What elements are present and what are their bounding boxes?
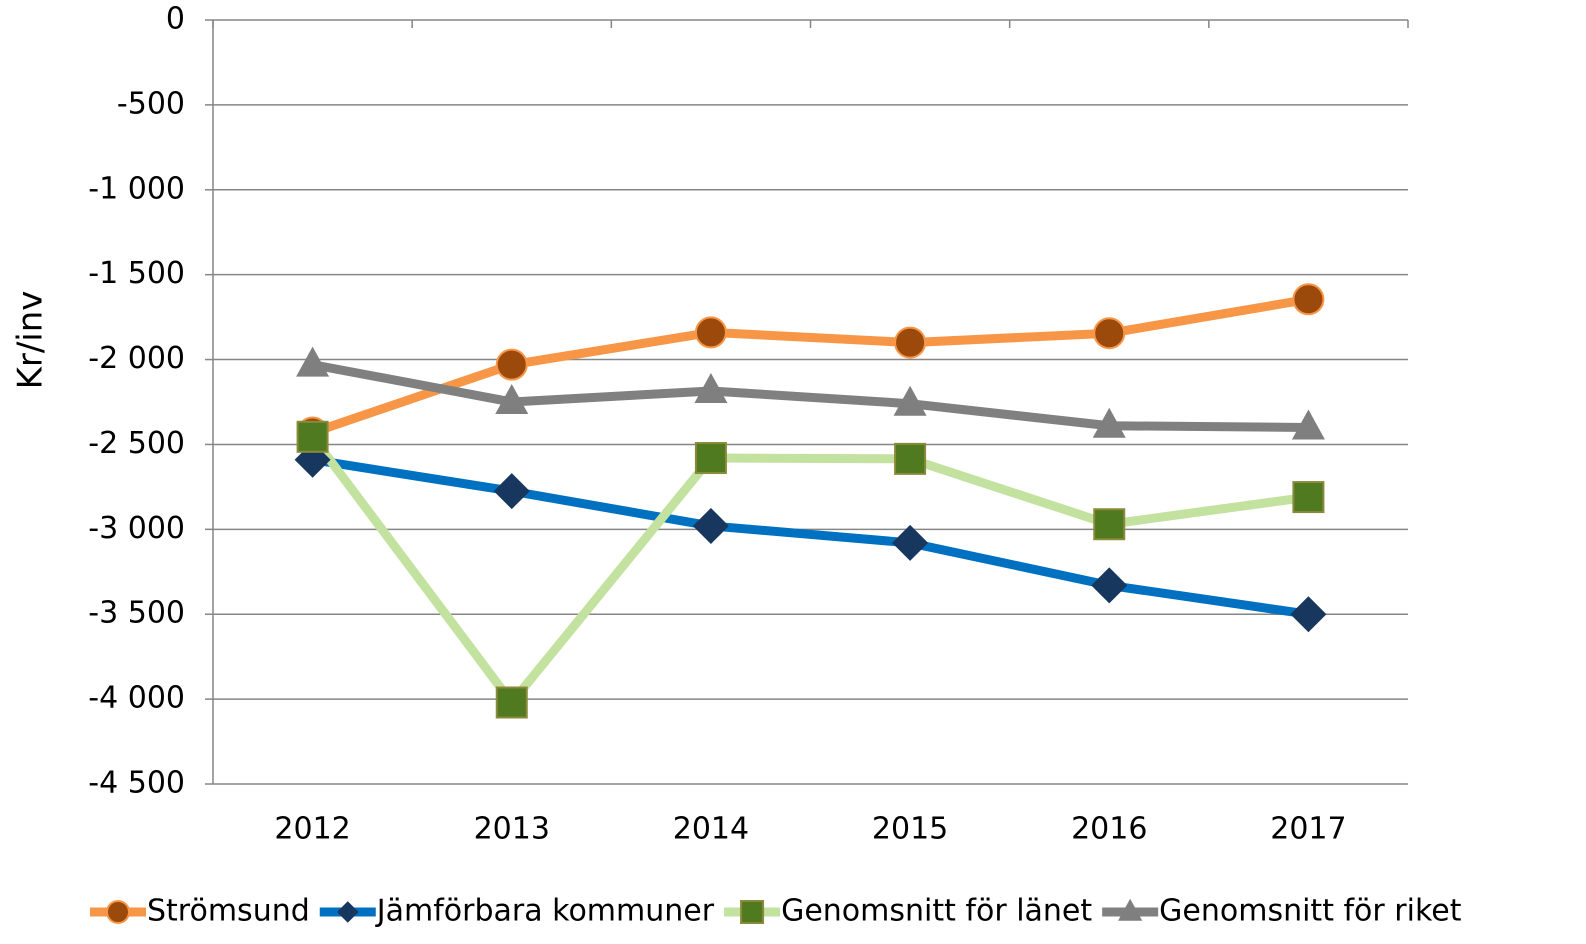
legend-item: Genomsnitt för länet: [724, 894, 1092, 929]
marker: [1292, 481, 1325, 514]
marker: [1292, 283, 1325, 316]
marker: [893, 385, 927, 416]
marker: [892, 524, 929, 561]
legend-label: Jämförbara kommuner: [375, 894, 715, 929]
marker: [692, 507, 729, 544]
marker: [1291, 409, 1325, 440]
series-line: [311, 360, 1309, 432]
marker: [296, 346, 330, 377]
marker: [894, 326, 927, 359]
marker: [1093, 317, 1126, 350]
y-tick-label: -2 000: [88, 341, 185, 376]
marker: [495, 348, 528, 381]
marker: [740, 900, 765, 924]
y-tick-label: -4 000: [88, 681, 185, 716]
legend-item: Strömsund: [90, 894, 310, 929]
marker: [1092, 407, 1126, 438]
series-line: [311, 455, 1310, 619]
x-tick-label: 2013: [474, 812, 550, 847]
marker: [1118, 898, 1143, 921]
x-tick-label: 2015: [872, 812, 948, 847]
marker: [493, 473, 530, 510]
marker: [296, 420, 329, 453]
legend-label: Genomsnitt för länet: [781, 894, 1092, 929]
marker: [336, 901, 359, 923]
x-tick-label: 2014: [673, 812, 749, 847]
legend-item: Jämförbara kommuner: [319, 894, 715, 929]
y-tick-label: -1 500: [88, 256, 185, 291]
y-tick-label: -4 500: [88, 766, 185, 801]
marker: [1290, 596, 1327, 633]
series-line: [308, 434, 1310, 708]
y-tick-label: -2 500: [88, 426, 185, 461]
marker: [1091, 567, 1128, 604]
y-tick-label: -1 000: [88, 171, 185, 206]
marker: [894, 442, 927, 475]
marker: [694, 316, 727, 349]
marker: [106, 900, 130, 924]
marker: [1093, 508, 1126, 541]
x-tick-label: 2017: [1270, 812, 1346, 847]
y-tick-label: -3 500: [88, 596, 185, 631]
marker: [694, 442, 727, 475]
series-line: [311, 294, 1310, 437]
x-tick-label: 2016: [1071, 812, 1147, 847]
marker: [495, 686, 528, 719]
y-tick-label: -3 000: [88, 511, 185, 546]
x-tick-label: 2012: [274, 812, 350, 847]
y-axis-label: Kr/inv: [11, 291, 51, 390]
y-tick-label: -500: [117, 86, 185, 121]
marker: [694, 372, 728, 403]
legend-item: Genomsnitt för riket: [1102, 894, 1462, 929]
y-tick-label: 0: [166, 2, 185, 37]
legend-label: Genomsnitt för riket: [1159, 894, 1462, 929]
marker: [495, 384, 529, 414]
legend-label: Strömsund: [147, 894, 310, 929]
